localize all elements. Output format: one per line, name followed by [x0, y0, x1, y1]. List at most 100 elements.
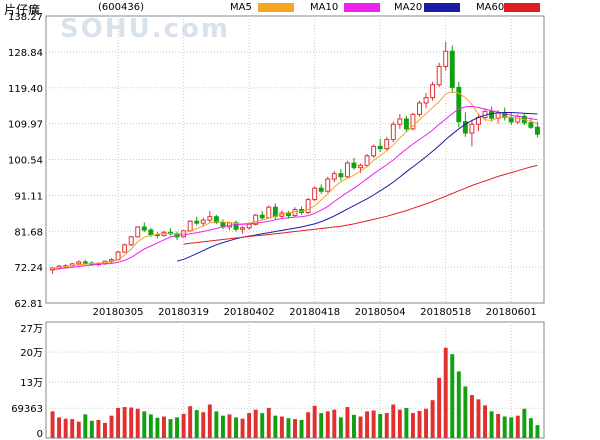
volume-bar: [148, 414, 153, 438]
candle-body: [213, 216, 219, 223]
legend-ma5-label: MA5: [230, 2, 252, 13]
volume-bar: [443, 347, 448, 438]
volume-bar: [332, 409, 337, 438]
price-tick-label: 72.24: [14, 263, 43, 274]
candle-body: [456, 86, 462, 123]
date-tick-label: 20180518: [420, 307, 471, 318]
volume-bar: [483, 405, 487, 438]
volume-tick-label: 13万: [20, 378, 43, 389]
candle-body: [462, 121, 468, 134]
volume-bar: [103, 422, 107, 438]
grid-layer: [45, 15, 545, 439]
volume-bar: [247, 413, 252, 438]
volume-bar: [76, 421, 81, 438]
price-tick-label: 100.54: [8, 156, 43, 167]
volume-bar: [437, 377, 442, 438]
date-tick-label: 20180418: [289, 307, 340, 318]
candle-body: [358, 164, 363, 169]
volume-bar: [168, 419, 173, 438]
volume-bar: [299, 419, 304, 438]
legend-ma20-swatch: [424, 3, 460, 12]
volume-bar: [240, 418, 245, 438]
candle-body: [515, 115, 521, 123]
candle-body: [128, 236, 134, 246]
candle-body: [194, 220, 200, 224]
volume-bar: [201, 412, 206, 438]
volume-layer: [50, 347, 540, 438]
candle-body: [528, 122, 534, 128]
volume-bar: [391, 404, 396, 438]
candle-body: [430, 84, 436, 99]
volume-bar: [417, 410, 422, 438]
sohu-watermark: SOHU.com: [60, 14, 230, 44]
candle-body: [377, 145, 383, 150]
candle-body: [384, 138, 390, 150]
price-tick-label: 109.97: [8, 120, 43, 131]
price-tick-label: 138.27: [8, 12, 43, 23]
volume-bar: [325, 411, 330, 438]
volume-bar: [188, 406, 193, 438]
candle-body: [259, 214, 265, 219]
volume-bar: [207, 404, 212, 438]
candle-body: [200, 219, 206, 224]
volume-bar: [83, 414, 88, 438]
legend-ma5-swatch: [258, 3, 294, 12]
volume-bar: [509, 417, 514, 438]
candle-body: [240, 227, 246, 230]
candle-body: [338, 173, 344, 178]
volume-bar: [469, 395, 474, 438]
axis-layer: 138.27 128.84 119.40 109.97 100.54 91.11 81.68…: [8, 12, 537, 440]
volume-bar: [266, 407, 271, 438]
candle-body: [246, 223, 252, 229]
volume-bar: [129, 407, 134, 438]
volume-bar: [142, 411, 147, 438]
volume-bar: [358, 416, 363, 438]
volume-bar: [227, 414, 232, 438]
candle-body: [364, 155, 370, 166]
price-tick-label: 128.84: [8, 48, 43, 59]
legend-ma10-label: MA10: [310, 2, 339, 13]
candle-body: [253, 214, 259, 225]
candle-body: [181, 230, 187, 238]
volume-bar: [463, 386, 468, 438]
candle-body: [266, 206, 272, 219]
volume-bar: [135, 408, 140, 438]
volume-bar: [96, 419, 101, 438]
candle-body: [443, 50, 449, 67]
volume-bar: [181, 413, 186, 438]
volume-bar: [522, 408, 527, 438]
volume-bar: [273, 415, 278, 438]
volume-bar: [286, 418, 291, 438]
stock-code: (600436): [98, 2, 144, 13]
candle-body: [233, 222, 239, 230]
candle-body: [109, 259, 114, 262]
candle-body: [207, 216, 213, 221]
volume-bar: [371, 410, 376, 438]
volume-bar: [57, 417, 62, 438]
candle-body: [331, 173, 337, 180]
volume-bar: [319, 413, 324, 438]
candle-body: [469, 123, 475, 134]
volume-bar: [456, 371, 461, 438]
volume-bar: [253, 409, 258, 438]
volume-bar: [378, 413, 383, 438]
candle-body: [187, 220, 193, 232]
volume-bar: [312, 405, 317, 438]
price-tick-label: 62.81: [14, 299, 43, 310]
candle-body: [325, 178, 331, 192]
volume-bar: [404, 407, 409, 438]
volume-bar: [338, 417, 343, 438]
candle-body: [82, 261, 88, 264]
candle-body: [351, 162, 357, 169]
volume-bar: [502, 416, 507, 438]
stock-name: 片仔癀: [4, 3, 41, 17]
candle-body: [403, 118, 409, 130]
price-tick-label: 91.11: [14, 191, 43, 202]
volume-bar: [116, 407, 121, 438]
candle-body: [305, 199, 311, 214]
volume-bar: [109, 415, 114, 438]
candle-body: [436, 65, 442, 86]
volume-bar: [194, 410, 199, 438]
volume-bar: [175, 417, 180, 438]
